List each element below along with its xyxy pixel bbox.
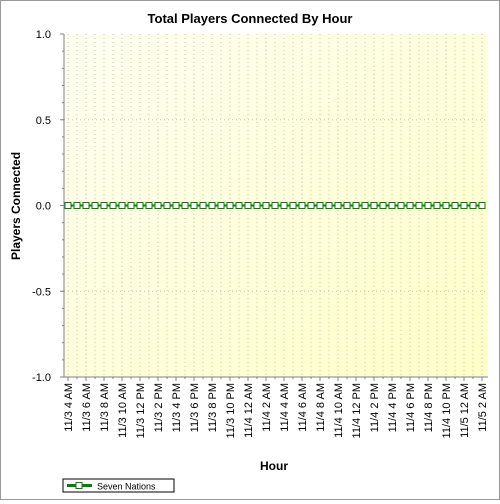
x-tick-label: 11/4 2 AM (261, 383, 273, 432)
x-tick-label: 11/3 6 AM (81, 383, 93, 432)
data-point (334, 202, 342, 209)
data-point (244, 202, 252, 209)
data-point (226, 202, 234, 209)
data-point (388, 202, 396, 209)
series-seven-nations (64, 202, 486, 209)
x-tick-label: 11/4 10 PM (441, 383, 453, 438)
x-tick-label: 11/3 8 AM (99, 383, 111, 432)
data-point (163, 202, 171, 209)
x-tick-label: 11/3 12 PM (135, 383, 147, 438)
x-tick-label: 11/5 2 AM (477, 383, 489, 432)
data-point (100, 202, 108, 209)
data-point (379, 202, 387, 209)
data-point (289, 202, 297, 209)
x-tick-label: 11/4 6 AM (297, 383, 309, 432)
y-tick-label: -1.0 (32, 372, 51, 384)
data-point (73, 202, 81, 209)
data-point (199, 202, 207, 209)
x-tick-label: 11/5 12 AM (459, 383, 471, 438)
x-tick-label: 11/3 10 PM (225, 383, 237, 438)
data-point (406, 202, 414, 209)
x-tick-label: 11/3 10 AM (117, 383, 129, 438)
data-point (307, 202, 315, 209)
x-tick-label: 11/3 4 PM (171, 383, 183, 432)
legend-series-label: Seven Nations (97, 482, 156, 492)
data-point (451, 202, 459, 209)
data-point (190, 202, 198, 209)
x-axis-label: Hour (260, 459, 288, 473)
x-tick-label: 11/4 6 PM (405, 383, 417, 432)
data-point (172, 202, 180, 209)
data-point (181, 202, 189, 209)
y-tick-label: 0.0 (36, 201, 51, 213)
legend: Seven Nations (62, 478, 175, 493)
data-point (298, 202, 306, 209)
x-axis-ticks: 11/3 4 AM 11/3 6 AM 11/3 8 AM 11/3 10 AM 11/… (63, 377, 489, 438)
legend-box (62, 478, 175, 493)
y-tick-label: -0.5 (32, 286, 51, 298)
chart-title: Total Players Connected By Hour (148, 11, 353, 26)
y-tick-label: 1.0 (36, 29, 51, 41)
data-point (469, 202, 477, 209)
data-point (136, 202, 144, 209)
data-point (109, 202, 117, 209)
data-point (460, 202, 468, 209)
data-point (442, 202, 450, 209)
x-tick-label: 11/4 4 PM (387, 383, 399, 432)
x-tick-label: 11/4 12 PM (351, 383, 363, 438)
data-point (217, 202, 225, 209)
data-point (397, 202, 405, 209)
data-point (361, 202, 369, 209)
legend-series-marker (75, 482, 83, 489)
data-point (325, 202, 333, 209)
data-point (271, 202, 279, 209)
data-point (316, 202, 324, 209)
y-tick-label: 0.5 (36, 115, 51, 127)
y-axis-label: Players Connected (9, 152, 23, 260)
x-tick-label: 11/3 8 PM (207, 383, 219, 432)
x-tick-label: 11/4 2 PM (369, 383, 381, 432)
data-point (433, 202, 441, 209)
x-tick-label: 11/3 2 PM (153, 383, 165, 432)
x-tick-label: 11/3 4 AM (63, 383, 75, 432)
data-point (127, 202, 135, 209)
y-axis-ticks: 1.0 0.5 0.0 -0.5 -1.0 (32, 29, 64, 384)
x-tick-label: 11/4 12 AM (243, 383, 255, 438)
x-tick-label: 11/4 4 AM (279, 383, 291, 432)
data-point (145, 202, 153, 209)
data-point (208, 202, 216, 209)
data-point (280, 202, 288, 209)
x-tick-label: 11/4 8 PM (423, 383, 435, 432)
x-tick-label: 11/4 10 AM (333, 383, 345, 438)
data-point (64, 202, 72, 209)
data-point (343, 202, 351, 209)
x-tick-label: 11/3 6 PM (189, 383, 201, 432)
data-point (82, 202, 90, 209)
data-point (424, 202, 432, 209)
data-point (352, 202, 360, 209)
data-point (91, 202, 99, 209)
x-tick-label: 11/4 8 AM (315, 383, 327, 432)
data-point (262, 202, 270, 209)
data-point (235, 202, 243, 209)
data-point (118, 202, 126, 209)
data-point (253, 202, 261, 209)
data-point (478, 202, 486, 209)
data-point (154, 202, 162, 209)
data-point (415, 202, 423, 209)
data-point (370, 202, 378, 209)
